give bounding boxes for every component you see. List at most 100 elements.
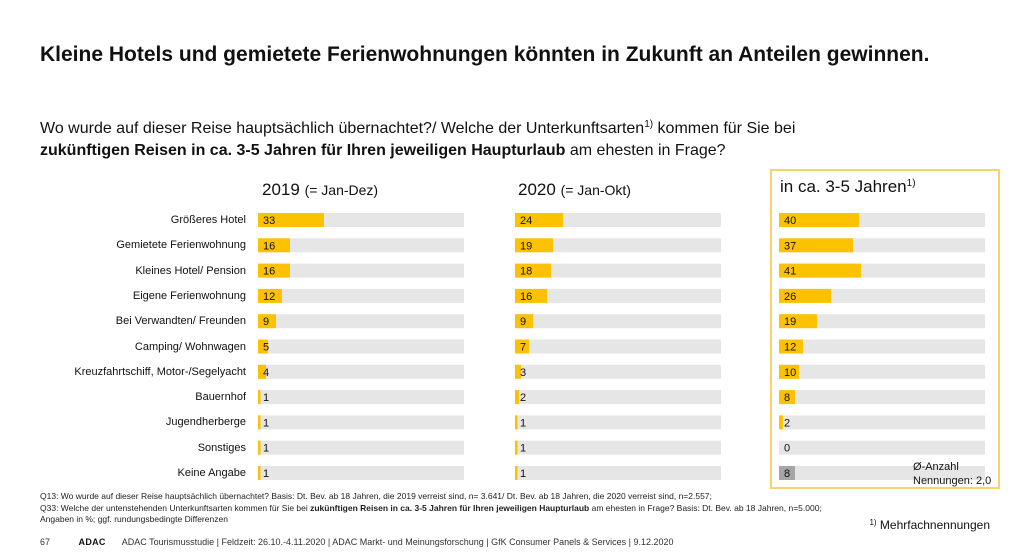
bar [258,213,324,227]
bar-value-label: 3 [520,367,526,379]
multiple-mentions-text: Mehrfachnennungen [879,518,990,532]
bar-track [779,364,985,379]
bar-value-label: 19 [784,316,796,328]
bar [779,364,799,379]
bar [779,314,817,329]
footnote-q33-text-2: am ehesten in Frage? Basis: Dt. Bev. ab … [589,502,822,513]
category-label: Bauernhof [195,391,246,404]
bar [515,288,547,303]
bar-value-label: 9 [520,316,526,328]
category-label: Keine Angabe [177,467,246,479]
panel-heading-future: in ca. 3-5 Jahren1) [780,177,916,197]
bar-track [515,364,721,379]
bar-value-label: 26 [784,291,796,303]
bar-value-label: 1 [520,443,526,455]
bar [515,314,533,329]
average-mentions-label: Ø-Anzahl [913,461,959,473]
bar-track [258,339,464,354]
bar-track [779,466,985,480]
bar-value-label: 19 [520,240,532,252]
bar-track [779,390,985,405]
bar [515,466,518,480]
bar [258,238,290,253]
bar-track [258,364,464,379]
bar-value-label: 41 [784,266,796,278]
bar-value-label: 2 [520,392,526,404]
page-number: 67 [40,537,51,547]
footnote-q33-text-1: Q33: Welche der untenstehenden Unterkunf… [40,502,311,513]
question-bold-text: zukünftigen Reisen in ca. 3-5 Jahren für… [40,142,566,159]
bar-value-label: 24 [520,215,532,227]
bar-track [515,314,721,329]
bar-value-label: 33 [263,215,275,227]
bar-track [515,263,721,278]
bar [779,415,783,430]
bar [515,390,519,405]
question-text-2: kommen für Sie bei [653,120,796,137]
multiple-mentions-marker: 1) [869,518,877,527]
bar-track [258,466,464,480]
bar [779,466,795,480]
question-footnote-marker: 1) [644,119,654,130]
bar [258,314,276,329]
bar-value-label: 12 [784,342,796,354]
panel-heading-label: in ca. 3-5 Jahren [780,177,907,196]
bar-track [779,440,985,455]
footer: 67 ADAC ADAC Tourismusstudie | Feldzeit:… [40,537,674,547]
category-label: Eigene Ferienwohnung [132,289,246,302]
bar-track [515,466,721,480]
bar-track [515,415,721,430]
bar-track [258,314,464,329]
panel-heading-2020: 2020 (= Jan-Okt) [518,180,631,200]
bar [258,466,261,480]
bar-track [515,390,721,405]
bar [258,390,261,405]
bar-track [515,288,721,303]
bar [515,440,518,455]
bar [515,339,529,354]
bar-value-label: 8 [784,468,790,480]
bar-value-label: 0 [784,443,790,455]
bar-track [779,415,985,430]
panel-heading-year: 2019 [262,180,300,199]
bar-track [258,440,464,455]
bar-value-label: 9 [263,316,269,328]
bar-value-label: 16 [520,291,532,303]
bar-track [515,213,721,227]
bar-value-label: 1 [263,392,269,404]
bar [515,238,553,253]
adac-logo: ADAC [78,537,106,547]
question-text-1: Wo wurde auf dieser Reise hauptsächlich … [40,120,645,137]
bar-value-label: 4 [263,367,269,379]
bar-value-label: 16 [263,266,275,278]
bar [779,390,795,405]
category-label: Gemietete Ferienwohnung [116,239,246,252]
bar [258,440,261,455]
bar [779,288,831,303]
bar-track [515,339,721,354]
bar-value-label: 1 [520,417,526,429]
bar [258,415,261,430]
bar [515,213,563,227]
bar-value-label: 2 [784,417,790,429]
category-label: Kleines Hotel/ Pension [135,264,246,277]
question-text-3: am ehesten in Frage? [565,142,726,159]
bar-value-label: 1 [263,443,269,455]
footnote-units: Angaben in %; ggf. rundungsbedingte Diff… [40,514,228,524]
bar-value-label: 16 [263,240,275,252]
category-label: Camping/ Wohnwagen [134,340,246,353]
panel-heading-year: 2020 [518,180,556,199]
bar [515,364,521,379]
bar-track [258,263,464,278]
bar [515,415,518,430]
bar-track [515,440,721,455]
bar [515,263,551,278]
bar [779,339,803,354]
average-mentions-value: Nennungen: 2,0 [913,475,991,487]
panel-heading-2019: 2019 (= Jan-Dez) [262,180,378,200]
bar [779,213,859,227]
bar-track [515,238,721,253]
bar-value-label: 1 [263,468,269,480]
footnote-q33: Q33: Welche der untenstehenden Unterkunf… [40,503,1000,515]
